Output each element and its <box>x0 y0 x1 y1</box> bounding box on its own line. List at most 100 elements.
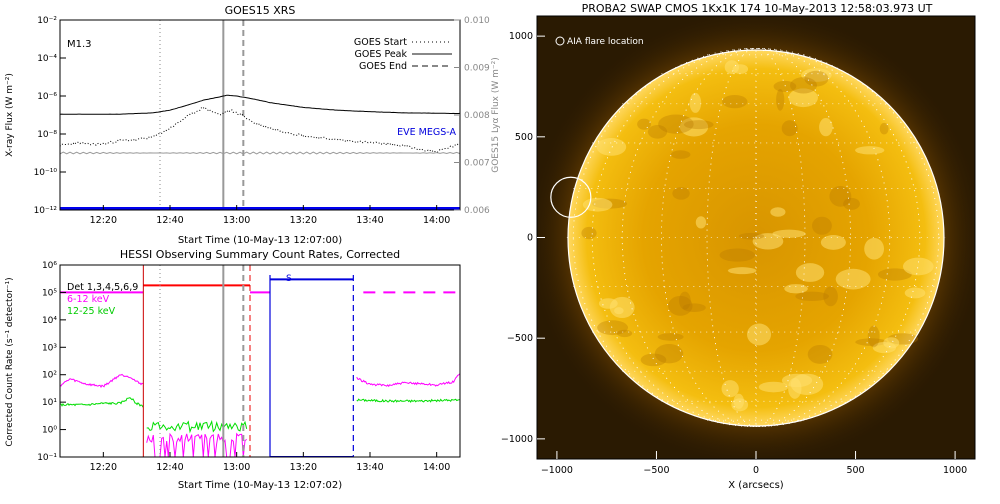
swap-texture-blob <box>581 226 597 240</box>
swap-title: PROBA2 SWAP CMOS 1Kx1K 174 10-May-2013 1… <box>582 2 933 15</box>
goes-panel: GOES15 XRS 12:20 12:40 13:00 13:20 13:40 14:0… <box>5 4 501 246</box>
swap-texture-blob <box>657 333 684 341</box>
hessi-panel: HESSI Observing Summary Count Rates, Cor… <box>5 248 461 491</box>
goes-y-tick-label: 10⁻⁴ <box>37 54 57 64</box>
swap-texture-blob <box>864 237 885 260</box>
swap-texture-blob <box>819 118 833 137</box>
hessi-x-ticks: 12:20 12:40 13:00 13:20 13:40 14:00 <box>90 452 450 473</box>
swap-texture-blob <box>790 77 817 94</box>
hessi-x-tick-label: 13:40 <box>356 462 383 473</box>
goes-y2-tick-label: 0.010 <box>464 16 490 26</box>
swap-y-tick-label: −1000 <box>501 434 533 445</box>
hessi-y-tick-label: 10⁰ <box>42 426 57 436</box>
swap-grid-longitude <box>706 47 806 428</box>
swap-texture-blob <box>597 320 628 336</box>
hessi-y-tick-label: 10⁵ <box>42 288 57 298</box>
swap-texture-blob <box>823 286 838 307</box>
hessi-x-tick-label: 12:20 <box>90 462 117 473</box>
hessi-y-ticks: 10⁻¹ 10⁰ 10¹ 10² 10³ 10⁴ 10⁵ 10⁶ <box>37 261 66 463</box>
swap-texture-blob <box>683 120 714 130</box>
swap-x-tick-label: 1000 <box>943 465 967 476</box>
hessi-legend-6-12: 6-12 keV <box>67 294 110 305</box>
hessi-y-tick-label: 10² <box>42 371 57 381</box>
goes-series-long <box>60 94 460 115</box>
goes-x-ticks: 12:20 12:40 13:00 13:20 13:40 14:00 <box>90 205 450 226</box>
swap-y-tick-label: 500 <box>515 132 533 143</box>
swap-texture-blob <box>835 268 871 290</box>
swap-x-tick-label: −500 <box>643 465 669 476</box>
swap-x-tick-label: 500 <box>846 465 864 476</box>
swap-x-tick-label: −1000 <box>541 465 573 476</box>
hessi-x-label: Start Time (10-May-13 12:07:02) <box>178 480 342 491</box>
swap-texture-blob <box>883 337 900 349</box>
hessi-12-25-attenuated <box>146 419 248 434</box>
goes-y2-tick-label: 0.006 <box>464 206 490 216</box>
hessi-y-tick-label: 10³ <box>42 343 57 353</box>
swap-texture-blob <box>640 353 667 367</box>
swap-texture-blob <box>614 307 624 315</box>
swap-texture-blob <box>679 291 691 310</box>
swap-panel: PROBA2 SWAP CMOS 1Kx1K 174 10-May-2013 1… <box>501 2 976 491</box>
hessi-title: HESSI Observing Summary Count Rates, Cor… <box>120 248 400 261</box>
goes-x-label: Start Time (10-May-13 12:07:00) <box>178 235 342 246</box>
hessi-6-12-attenuated <box>146 432 247 457</box>
goes-x-tick-label: 13:40 <box>356 215 383 226</box>
goes-x-tick-label: 13:00 <box>223 215 250 226</box>
swap-texture-blob <box>637 118 652 130</box>
swap-texture-blob <box>658 114 694 134</box>
swap-texture-blob <box>776 89 785 111</box>
swap-texture-blob <box>731 398 749 412</box>
swap-texture-blob <box>801 68 832 82</box>
swap-grid-longitude <box>621 47 891 428</box>
hessi-y-tick-label: 10¹ <box>42 398 57 408</box>
goes-x-tick-label: 12:20 <box>90 215 117 226</box>
goes-y-tick-label: 10⁻¹⁰ <box>34 168 58 178</box>
swap-texture-blob <box>721 380 739 398</box>
swap-legend-marker <box>555 36 565 46</box>
swap-texture-blob <box>773 80 797 92</box>
goes-plot-area <box>60 20 460 210</box>
goes-y-tick-label: 10⁻⁸ <box>37 130 57 140</box>
swap-texture-blob <box>867 325 880 348</box>
hessi-y-tick-label: 10⁴ <box>42 316 57 326</box>
swap-texture-blob <box>812 216 832 235</box>
swap-texture-blob <box>738 232 765 240</box>
swap-texture-blob <box>679 117 709 137</box>
swap-texture-blob <box>695 216 707 229</box>
swap-texture-blob <box>746 323 772 346</box>
swap-y-tick-label: 0 <box>527 233 533 244</box>
swap-texture-blob <box>596 138 627 156</box>
swap-texture-blob <box>724 60 740 75</box>
swap-x-tick-label: 0 <box>753 465 759 476</box>
goes-y-tick-label: 10⁻² <box>37 16 57 26</box>
swap-texture-blob <box>902 257 934 276</box>
goes-y2-label: GOES15 Lyα Flux (W m⁻²) <box>491 57 501 173</box>
swap-texture-blob <box>904 287 926 299</box>
swap-texture-blob <box>689 92 702 113</box>
swap-x-label: X (arcsecs) <box>728 480 784 491</box>
swap-texture-blob <box>855 146 885 155</box>
goes-x-tick-label: 13:20 <box>290 215 317 226</box>
swap-limb <box>567 49 945 427</box>
swap-texture-blob <box>668 295 693 316</box>
goes-y2-tick-label: 0.007 <box>464 159 490 169</box>
hessi-s-flag: S <box>286 274 292 284</box>
hessi-legend-det: Det 1,3,4,5,6,9 <box>67 282 138 293</box>
hessi-x-tick-label: 13:20 <box>290 462 317 473</box>
swap-texture-blob <box>719 248 756 262</box>
swap-texture-blob <box>788 88 818 108</box>
swap-y-tick-label: −500 <box>507 333 533 344</box>
goes-x-tick-label: 14:00 <box>423 215 450 226</box>
swap-texture-blob <box>722 94 748 109</box>
goes-legend-start-label: GOES Start <box>354 37 407 48</box>
goes-y-tick-label: 10⁻¹² <box>34 206 58 216</box>
swap-disk-texture <box>581 60 934 412</box>
swap-texture-blob <box>790 373 824 395</box>
hessi-x-tick-label: 12:40 <box>156 462 183 473</box>
swap-x-ticks: −1000 −500 0 500 1000 <box>541 451 967 476</box>
swap-texture-blob <box>829 185 852 207</box>
swap-texture-blob <box>654 344 684 364</box>
hessi-series-12-25-kev <box>60 397 144 408</box>
hessi-y-tick-label: 10⁶ <box>42 261 57 271</box>
goes-legend: GOES Start GOES Peak GOES End <box>354 37 452 72</box>
